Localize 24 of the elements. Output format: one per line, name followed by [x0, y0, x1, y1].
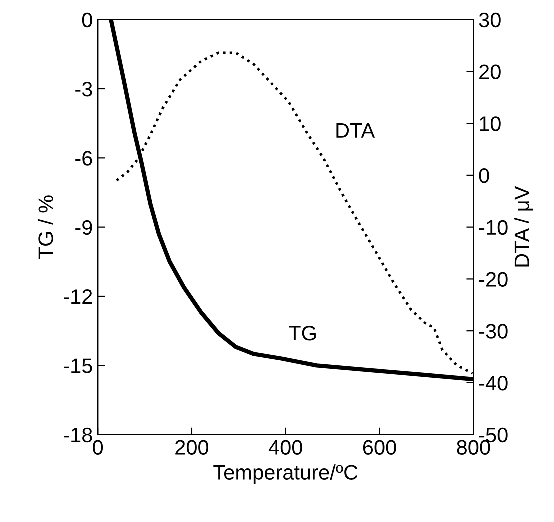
y-tick-label: -12 — [64, 289, 92, 304]
y2-tick-label: -30 — [479, 324, 508, 339]
y2-tick-label: 30 — [479, 12, 501, 28]
series-label: DTA — [336, 124, 376, 138]
y-tick-label: -18 — [64, 428, 92, 443]
y2-axis-title: DTA / μV — [514, 186, 534, 267]
y-tick-label: -3 — [76, 82, 92, 97]
y-tick-label: -6 — [76, 151, 92, 166]
y-tick-label: -15 — [64, 358, 92, 374]
y2-tick-label: 0 — [479, 168, 490, 184]
x-tick-label: 200 — [176, 440, 209, 455]
y2-tick-label: -40 — [479, 376, 508, 391]
y-axis-title: TG / % — [38, 196, 54, 260]
y2-tick-label: -20 — [479, 272, 508, 287]
y-tick-label: 0 — [82, 12, 92, 28]
y-tick-label: -9 — [76, 220, 92, 236]
y2-tick-label: 10 — [480, 116, 501, 132]
x-tick-label: 600 — [363, 440, 396, 455]
y2-tick-label: -10 — [479, 220, 508, 236]
x-tick-label: 400 — [268, 440, 302, 455]
y2-tick-label: 20 — [480, 64, 501, 80]
series-label: TG — [289, 326, 316, 341]
x-tick-label: 0 — [93, 440, 104, 455]
x-axis-title: Temperature/ºC — [214, 464, 358, 484]
